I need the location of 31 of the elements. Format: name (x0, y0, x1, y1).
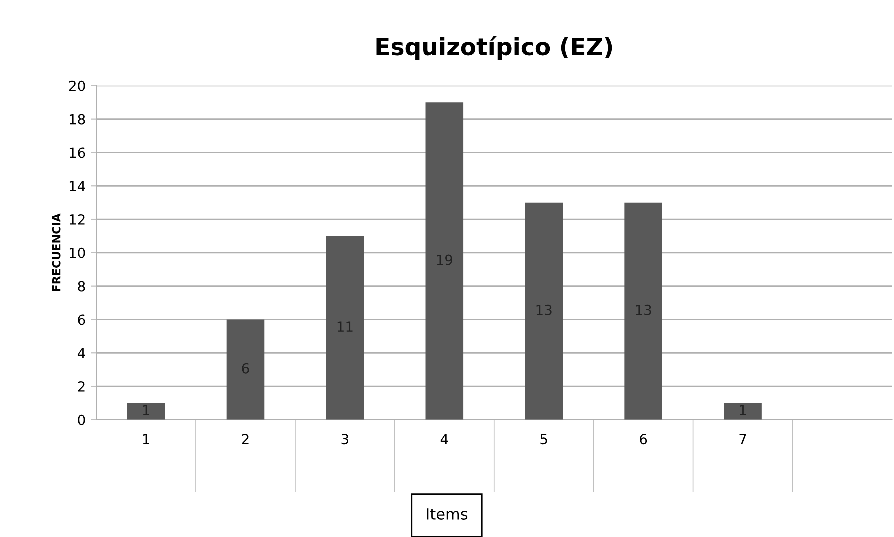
bar (525, 202, 564, 420)
data-label: 19 (437, 254, 453, 266)
x-tick-label: 4 (440, 434, 448, 444)
y-tick-label: 0 (78, 414, 86, 426)
data-label: 6 (242, 363, 250, 374)
y-tick-label: 12 (70, 214, 85, 225)
bar (127, 403, 166, 420)
bar (326, 236, 364, 420)
bar (624, 202, 662, 420)
x-tick-label: 7 (740, 434, 746, 444)
x-tick-label: 1 (143, 434, 150, 444)
y-tick-label: 14 (70, 181, 86, 192)
chart-title: Esquizotípico (EZ) (376, 36, 612, 60)
y-tick-label: 18 (70, 114, 86, 125)
x-tick-label: 5 (540, 434, 548, 445)
y-tick-label: 8 (78, 281, 86, 292)
y-tick-label: 2 (78, 382, 85, 392)
y-axis-title: FRECUENCIA (52, 214, 61, 292)
x-axis-title: Items (427, 508, 468, 520)
x-tick-label: 2 (242, 434, 249, 444)
y-tick-label: 20 (69, 80, 86, 92)
y-tick-label: 10 (70, 248, 86, 258)
bar (724, 403, 762, 420)
x-tick-label: 3 (342, 434, 348, 445)
bar (226, 320, 265, 420)
bar (426, 102, 464, 420)
y-tick-label: 4 (78, 348, 86, 358)
x-tick-label: 6 (640, 434, 648, 445)
y-tick-label: 16 (70, 148, 86, 158)
y-tick-label: 6 (78, 314, 86, 326)
data-label: 13 (636, 304, 652, 316)
